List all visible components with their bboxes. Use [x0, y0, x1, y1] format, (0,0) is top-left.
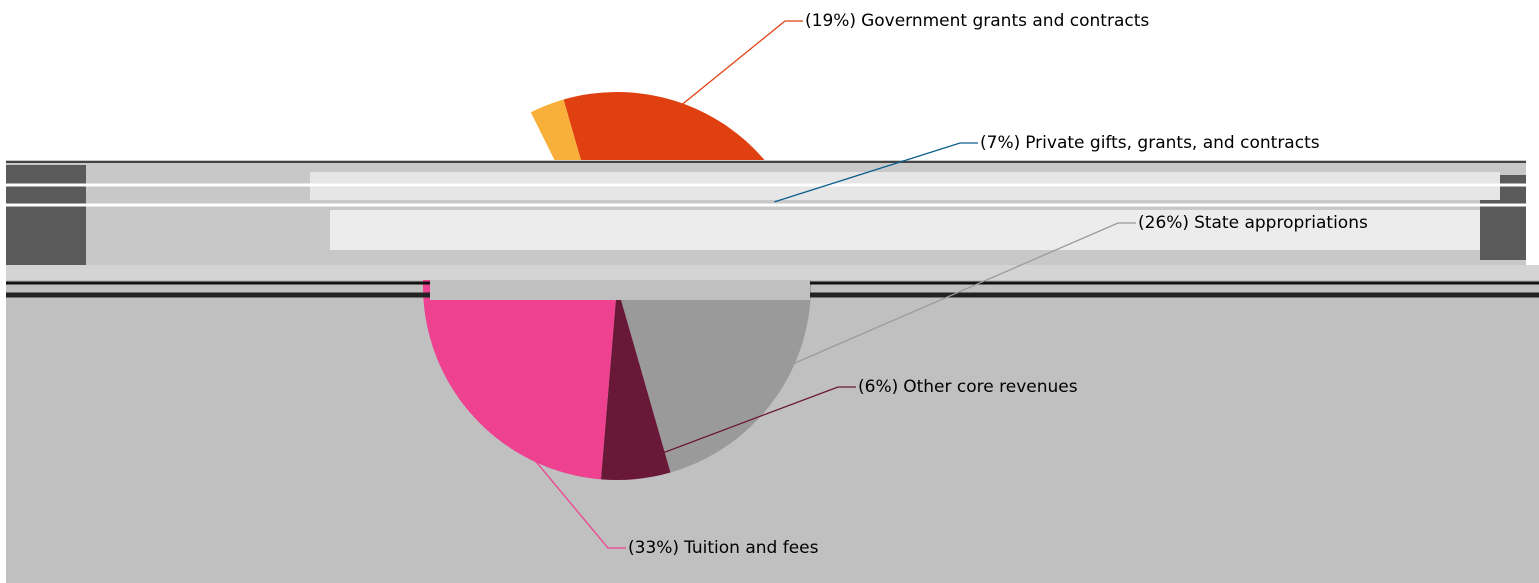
slice-label: (19%) Government grants and contracts: [805, 11, 1149, 31]
leader-line: [634, 386, 856, 465]
slice-label: (33%) Tuition and fees: [628, 538, 819, 558]
category-label: Private gifts, grants, and contracts: [1025, 133, 1319, 153]
slice-label: (6%) Other core revenues: [858, 377, 1078, 397]
slice-label: (7%) Private gifts, grants, and contracts: [980, 133, 1320, 153]
value-label: (6%): [858, 377, 898, 397]
leader-line: [772, 222, 1136, 374]
value-label: (26%): [1138, 213, 1189, 233]
category-label: Other core revenues: [903, 377, 1078, 397]
value-label: (33%): [628, 538, 679, 558]
category-label: Tuition and fees: [683, 538, 819, 558]
value-label: (7%): [980, 133, 1020, 153]
slice-label: (26%) State appropriations: [1138, 213, 1368, 233]
leader-line: [774, 142, 978, 203]
value-label: (19%): [805, 11, 856, 31]
leader-line: [668, 20, 803, 116]
pie-slice: [600, 286, 671, 481]
category-label: State appropriations: [1194, 213, 1368, 233]
glitch-band: [6, 160, 1539, 300]
leader-line: [459, 369, 626, 549]
category-label: Government grants and contracts: [861, 11, 1149, 31]
labels: (19%) Government grants and contracts (7%)…: [459, 11, 1368, 558]
